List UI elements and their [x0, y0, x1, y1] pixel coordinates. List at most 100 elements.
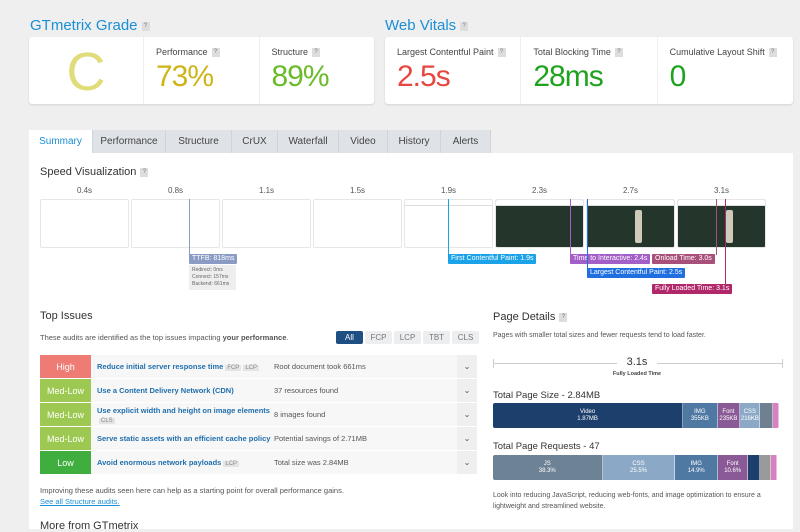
bar-segment[interactable] — [771, 455, 778, 480]
lcp-marker-label: Largest Contentful Paint: 2.5s — [587, 268, 686, 278]
ttfb-marker-label: TTFB: 818ms — [189, 254, 238, 264]
bar-segment[interactable]: CSS 216KB — [740, 403, 761, 428]
bar-segment[interactable]: Font 235KB — [717, 403, 741, 428]
time-label: 2.7s — [622, 186, 639, 195]
tab-performance[interactable]: Performance — [93, 130, 166, 153]
bar-segment[interactable]: Font 10.6% — [718, 455, 749, 480]
filter-cls[interactable]: CLS — [452, 331, 479, 344]
filmstrip-frame[interactable] — [40, 199, 129, 248]
issue-row[interactable]: Med-Low Serve static assets with an effi… — [40, 427, 477, 450]
bottle-image — [726, 210, 733, 243]
bar-segment[interactable] — [759, 455, 772, 480]
tab-waterfall[interactable]: Waterfall — [278, 130, 339, 153]
grade-card: C Performance? 73% Structure? 89% — [29, 37, 374, 104]
filmstrip-frame[interactable] — [677, 199, 766, 248]
issue-title[interactable]: Serve static assets with an efficient ca… — [91, 434, 274, 443]
help-icon[interactable]: ? — [559, 312, 568, 322]
page-details-title: Page Details? — [493, 311, 568, 323]
filmstrip-frame[interactable] — [222, 199, 311, 248]
issue-title-text[interactable]: Use explicit width and height on image e… — [97, 405, 270, 415]
performance-value: 73% — [156, 60, 214, 94]
issues-list: High Reduce initial server response time… — [40, 355, 477, 475]
segment-label: JS — [543, 460, 551, 467]
severity-badge: High — [40, 355, 91, 378]
chevron-down-icon[interactable]: ⌄ — [457, 379, 477, 402]
bar-segment[interactable]: JS 38.3% — [493, 455, 603, 480]
issue-title[interactable]: Avoid enormous network payloads LCP — [91, 458, 274, 467]
issue-row[interactable]: High Reduce initial server response time… — [40, 355, 477, 378]
tab-crux[interactable]: CrUX — [232, 130, 278, 153]
lcp-cell: Largest Contentful Paint? 2.5s — [385, 37, 522, 104]
issue-detail: Total size was 2.84MB — [274, 458, 349, 467]
ttfb-details: Redirect: 0ms Connect: 157ms Backend: 661m… — [189, 265, 236, 290]
filter-fcp[interactable]: FCP — [365, 331, 392, 344]
grade-title: GTmetrix Grade? — [30, 17, 150, 34]
issue-title-text[interactable]: Use a Content Delivery Network (CDN) — [97, 386, 234, 395]
tbt-value: 28ms — [533, 60, 603, 94]
issue-row[interactable]: Low Avoid enormous network payloads LCP T… — [40, 451, 477, 474]
bar-segment[interactable]: IMG 14.9% — [675, 455, 719, 480]
help-icon[interactable]: ? — [614, 48, 623, 58]
tti-marker-line — [570, 199, 571, 255]
filter-all[interactable]: All — [336, 331, 363, 344]
tab-alerts[interactable]: Alerts — [441, 130, 491, 153]
segment-value: 216KB — [740, 415, 759, 422]
chevron-down-icon[interactable]: ⌄ — [457, 403, 477, 426]
help-icon[interactable]: ? — [460, 21, 469, 31]
metric-tag: LCP — [243, 365, 259, 371]
timeline-tick — [782, 359, 783, 368]
desc-prefix: These audits are identified as the top i… — [40, 333, 223, 342]
tab-history[interactable]: History — [388, 130, 441, 153]
structure-cell: Structure? 89% — [260, 37, 375, 104]
performance-cell: Performance? 73% — [144, 37, 260, 104]
bar-segment[interactable] — [760, 403, 774, 428]
bar-segment[interactable]: Video 1.87MB — [493, 403, 684, 428]
chevron-down-icon[interactable]: ⌄ — [457, 451, 477, 474]
help-icon[interactable]: ? — [312, 48, 321, 58]
segment-value: 1.87MB — [577, 415, 598, 422]
help-icon[interactable]: ? — [211, 48, 220, 58]
filmstrip-frame[interactable] — [495, 199, 584, 248]
segment-label: CSS — [632, 460, 645, 467]
help-icon[interactable]: ? — [140, 167, 149, 177]
segment-value: 235KB — [719, 415, 738, 422]
help-icon[interactable]: ? — [141, 21, 150, 31]
chevron-down-icon[interactable]: ⌄ — [457, 427, 477, 450]
vitals-card: Largest Contentful Paint? 2.5s Total Bloc… — [385, 37, 793, 104]
chevron-down-icon[interactable]: ⌄ — [457, 355, 477, 378]
time-label: 1.1s — [258, 186, 275, 195]
ttfb-marker-line — [189, 199, 190, 255]
time-label: 0.8s — [167, 186, 184, 195]
bar-segment[interactable] — [773, 403, 779, 428]
page-details-title-text: Page Details — [493, 311, 556, 323]
structure-audits-link[interactable]: See all Structure audits. — [40, 497, 120, 506]
filmstrip-frame[interactable] — [586, 199, 675, 248]
tab-structure[interactable]: Structure — [166, 130, 232, 153]
filmstrip-frame[interactable] — [313, 199, 402, 248]
help-icon[interactable]: ? — [768, 48, 777, 58]
issue-filters: All FCP LCP TBT CLS — [334, 331, 479, 344]
time-label: 3.1s — [713, 186, 730, 195]
help-icon[interactable]: ? — [497, 48, 506, 58]
filter-lcp[interactable]: LCP — [394, 331, 421, 344]
ttfb-detail: Backend: 661ms — [192, 281, 230, 287]
filter-tbt[interactable]: TBT — [423, 331, 450, 344]
issue-title-text[interactable]: Avoid enormous network payloads — [97, 458, 222, 467]
tab-video[interactable]: Video — [339, 130, 388, 153]
issue-row[interactable]: Med-Low Use a Content Delivery Network (… — [40, 379, 477, 402]
bar-segment[interactable]: IMG 355KB — [683, 403, 718, 428]
bar-segment[interactable]: CSS 25.5% — [602, 455, 676, 480]
issue-title-text[interactable]: Serve static assets with an efficient ca… — [97, 434, 271, 443]
issue-title[interactable]: Reduce initial server response time FCP LC… — [91, 362, 274, 371]
issue-title[interactable]: Use a Content Delivery Network (CDN) — [91, 386, 274, 395]
issue-row[interactable]: Med-Low Use explicit width and height on… — [40, 403, 477, 426]
issue-title-text[interactable]: Reduce initial server response time — [97, 362, 224, 371]
filmstrip-frame[interactable] — [131, 199, 220, 248]
lcp-value: 2.5s — [397, 60, 451, 94]
issue-detail: Potential savings of 2.71MB — [274, 434, 367, 443]
bar-segment[interactable] — [748, 455, 760, 480]
tab-summary[interactable]: Summary — [29, 130, 93, 153]
more-from-gtmetrix-title: More from GTmetrix — [40, 520, 139, 532]
time-label: 0.4s — [76, 186, 93, 195]
issue-title[interactable]: Use explicit width and height on image e… — [91, 406, 274, 424]
